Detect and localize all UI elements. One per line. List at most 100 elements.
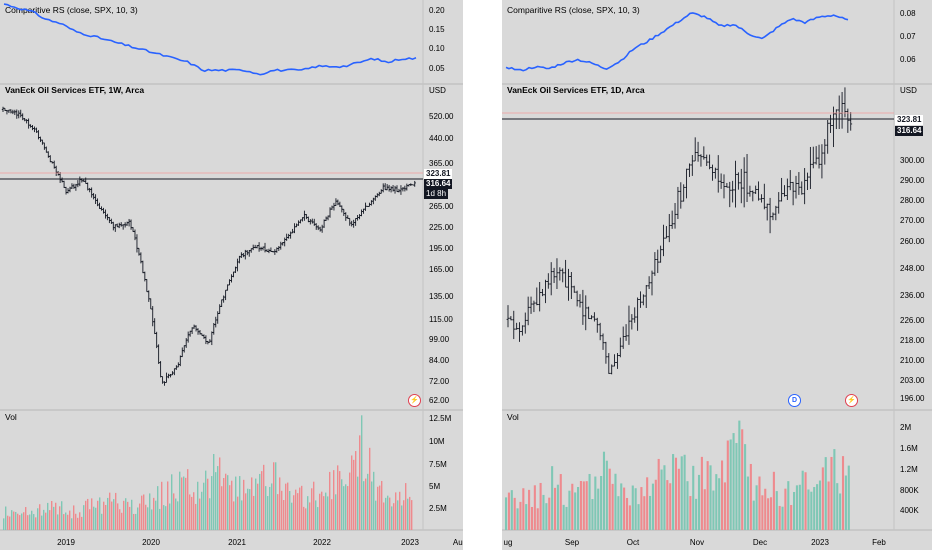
volume-bar bbox=[273, 462, 275, 530]
volume-bar bbox=[99, 497, 101, 530]
volume-bar bbox=[625, 497, 629, 530]
volume-bar bbox=[309, 502, 311, 530]
volume-bar bbox=[565, 506, 568, 530]
price-chart-title[interactable]: VanEck Oil Services ETF, 1D, Arca bbox=[507, 85, 645, 95]
rs-axis-tick: 0.07 bbox=[900, 32, 916, 41]
volume-bar bbox=[703, 489, 706, 530]
volume-axis-tick: 2.5M bbox=[429, 504, 447, 513]
volume-bar bbox=[775, 491, 778, 530]
volume-bar bbox=[411, 500, 413, 530]
volume-bar bbox=[568, 490, 571, 530]
volume-axis-tick: 1.6M bbox=[900, 444, 918, 453]
left-chart-pane[interactable]: Comparitive RS (close, SPX, 10, 3) 0.20 0.… bbox=[0, 0, 463, 550]
volume-bar bbox=[726, 440, 729, 530]
time-axis-tick: 2022 bbox=[313, 538, 331, 547]
volume-bar bbox=[201, 491, 203, 530]
volume-bar bbox=[787, 481, 790, 530]
volume-bar bbox=[327, 496, 329, 530]
volume-bar bbox=[175, 498, 177, 530]
price-unit-label: USD bbox=[429, 86, 446, 95]
price-axis-tick: 135.00 bbox=[429, 292, 454, 301]
volume-bar bbox=[542, 494, 545, 530]
volume-bar bbox=[145, 504, 147, 530]
volume-bar bbox=[133, 513, 135, 530]
volume-bar bbox=[279, 477, 281, 530]
price-axis-tick: 225.00 bbox=[429, 223, 454, 232]
volume-bar bbox=[261, 471, 263, 530]
volume-bar bbox=[67, 514, 69, 530]
volume-bar bbox=[163, 505, 165, 530]
dividend-event-icon[interactable]: D bbox=[788, 394, 801, 407]
volume-bar bbox=[147, 507, 149, 530]
volume-bar bbox=[389, 497, 391, 530]
volume-bar bbox=[741, 429, 744, 530]
volume-bar bbox=[255, 478, 257, 530]
rs-indicator-title[interactable]: Comparitive RS (close, SPX, 10, 3) bbox=[507, 5, 640, 15]
volume-bar bbox=[361, 415, 363, 530]
volume-bar bbox=[151, 509, 153, 530]
volume-bar bbox=[131, 499, 133, 530]
price-axis-tick: 218.00 bbox=[900, 336, 925, 345]
earnings-event-icon[interactable]: ⚡ bbox=[845, 394, 858, 407]
volume-bar bbox=[69, 510, 71, 530]
volume-bar bbox=[161, 481, 163, 530]
time-axis-tick: 2023 bbox=[811, 538, 829, 547]
right-chart-pane[interactable]: Comparitive RS (close, SPX, 10, 3) 0.08 0.… bbox=[502, 0, 932, 550]
volume-bar bbox=[127, 501, 129, 530]
volume-bar bbox=[591, 499, 594, 530]
volume-bar bbox=[157, 486, 159, 530]
price-axis-tick: 62.00 bbox=[429, 396, 450, 405]
volume-bar bbox=[525, 504, 528, 530]
volume-bar bbox=[539, 482, 542, 530]
volume-bar bbox=[359, 435, 361, 530]
volume-bar bbox=[818, 480, 822, 530]
volume-title[interactable]: Vol bbox=[507, 412, 519, 422]
volume-bar bbox=[778, 505, 781, 530]
volume-bar bbox=[307, 496, 309, 530]
volume-bar bbox=[548, 497, 551, 530]
volume-bar bbox=[125, 498, 127, 530]
price-chart-title[interactable]: VanEck Oil Services ETF, 1W, Arca bbox=[5, 85, 144, 95]
volume-bar bbox=[582, 481, 585, 530]
volume-bar bbox=[15, 511, 17, 530]
volume-bar bbox=[83, 505, 85, 530]
volume-bar bbox=[217, 466, 219, 530]
volume-bar bbox=[319, 493, 321, 530]
volume-bar bbox=[257, 483, 259, 530]
volume-bar bbox=[597, 488, 600, 530]
volume-bar bbox=[271, 483, 273, 530]
volume-bar bbox=[265, 486, 267, 530]
volume-bar bbox=[649, 495, 652, 530]
price-axis-tick: 210.00 bbox=[900, 356, 925, 365]
volume-bar bbox=[33, 514, 35, 530]
volume-bar bbox=[628, 505, 631, 530]
volume-bar bbox=[721, 460, 724, 530]
volume-bar bbox=[505, 497, 508, 530]
volume-bar bbox=[383, 502, 385, 530]
volume-bar bbox=[55, 502, 57, 530]
volume-bar bbox=[205, 470, 207, 530]
volume-title[interactable]: Vol bbox=[5, 412, 17, 422]
rs-indicator-title[interactable]: Comparitive RS (close, SPX, 10, 3) bbox=[5, 5, 138, 15]
pane-divider bbox=[463, 0, 502, 550]
time-axis-tick: ug bbox=[504, 538, 513, 547]
volume-bar bbox=[347, 486, 349, 530]
volume-bar bbox=[718, 478, 721, 530]
volume-bar bbox=[221, 486, 223, 530]
time-axis-tick: 2019 bbox=[57, 538, 75, 547]
left-chart-canvas[interactable]: Comparitive RS (close, SPX, 10, 3) 0.20 0.… bbox=[0, 0, 463, 550]
right-chart-canvas[interactable]: Comparitive RS (close, SPX, 10, 3) 0.08 0.… bbox=[502, 0, 932, 550]
volume-bar bbox=[3, 518, 5, 530]
volume-bar bbox=[121, 512, 123, 530]
volume-bar bbox=[185, 477, 187, 530]
time-axis-tick: Aug bbox=[453, 538, 463, 547]
volume-bar bbox=[111, 501, 113, 530]
volume-bar bbox=[233, 501, 235, 530]
volume-bar bbox=[237, 496, 239, 530]
volume-bar bbox=[287, 482, 289, 530]
volume-bar bbox=[343, 486, 345, 530]
volume-bar bbox=[43, 509, 45, 530]
dividend-event-icon[interactable]: ⚡ bbox=[408, 394, 421, 407]
volume-bar bbox=[841, 456, 845, 530]
volume-bar bbox=[105, 504, 107, 530]
